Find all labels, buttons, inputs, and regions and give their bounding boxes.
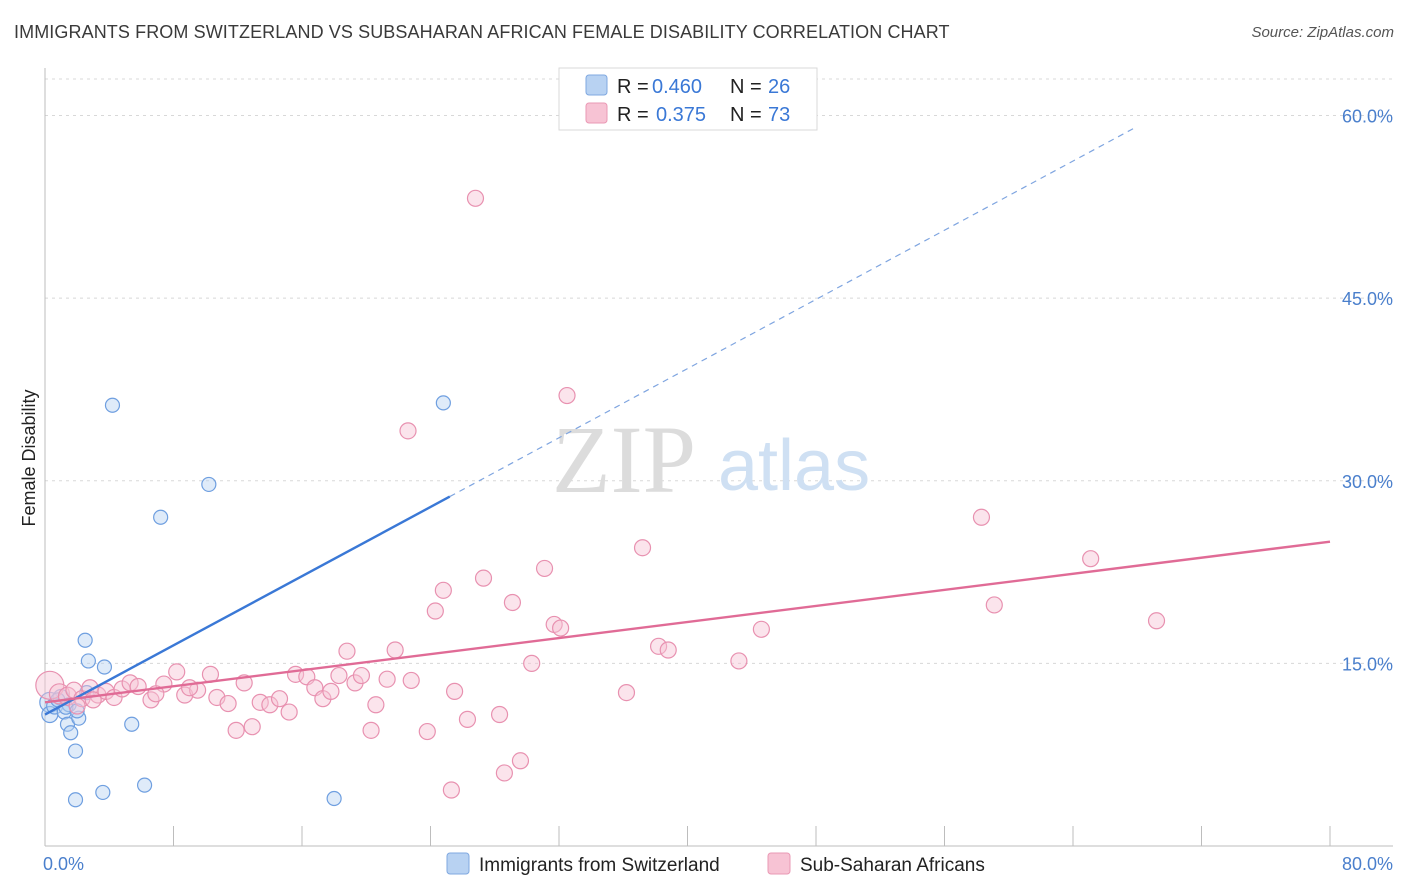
series-legend-label-switzerland: Immigrants from Switzerland	[479, 855, 720, 876]
legend-r-label-1: R =	[617, 76, 649, 98]
point-subsaharan-37	[367, 696, 385, 714]
point-subsaharan-72	[84, 691, 102, 709]
x-tick-label-1: 80.0%	[1342, 854, 1393, 874]
y-tick-label-1: 30.0%	[1342, 472, 1393, 492]
trend-line-switzerland-extension	[449, 125, 1138, 498]
series-legend-swatch-switzerland	[446, 852, 470, 875]
point-subsaharan-40	[402, 671, 420, 690]
point-subsaharan-58	[617, 683, 636, 702]
point-subsaharan-33	[338, 642, 356, 660]
legend-r-value-1: 0.460	[652, 76, 702, 98]
legend-n-label-2: N =	[730, 104, 762, 126]
series-legend: Immigrants from Switzerland Sub-Saharan …	[446, 852, 985, 876]
legend-n-value-2: 73	[768, 104, 790, 126]
point-subsaharan-51	[503, 593, 522, 612]
point-subsaharan-38	[378, 670, 396, 688]
legend-swatch-blue	[585, 74, 608, 96]
point-switzerland-15	[124, 716, 140, 732]
watermark-zip: ZIP	[552, 406, 696, 513]
point-subsaharan-25	[270, 690, 289, 708]
series-legend-label-subsaharan: Sub-Saharan Africans	[800, 855, 985, 876]
legend-r-label-2: R =	[617, 104, 649, 126]
point-switzerland-16	[153, 509, 169, 525]
point-subsaharan-71	[180, 679, 199, 697]
legend-r-value-2: 0.375	[656, 104, 706, 126]
point-subsaharan-60	[649, 637, 668, 655]
point-switzerland-14	[104, 397, 121, 413]
point-switzerland-20	[136, 777, 153, 793]
legend-n-label-1: N =	[730, 76, 762, 98]
point-switzerland-21	[326, 790, 342, 807]
point-subsaharan-35	[352, 666, 371, 685]
point-subsaharan-19	[219, 694, 237, 713]
point-subsaharan-56	[552, 619, 570, 637]
point-subsaharan-46	[458, 710, 477, 728]
point-switzerland-10	[77, 632, 93, 648]
point-subsaharan-50	[495, 764, 513, 782]
point-subsaharan-41	[418, 722, 436, 741]
point-subsaharan-65	[985, 596, 1003, 614]
point-subsaharan-24	[261, 696, 279, 714]
point-subsaharan-66	[1082, 550, 1100, 568]
y-tick-label-0: 15.0%	[1342, 654, 1393, 674]
trend-line-subsaharan	[44, 540, 1331, 704]
point-subsaharan-44	[442, 781, 460, 799]
correlation-legend: R = 0.460 N = 26 R = 0.375 N = 73	[558, 67, 818, 131]
point-subsaharan-62	[730, 652, 748, 670]
grid-lines	[45, 78, 1393, 664]
series-legend-swatch-subsaharan	[767, 852, 791, 875]
point-subsaharan-39	[386, 641, 404, 659]
point-subsaharan-49	[490, 705, 509, 724]
point-subsaharan-57	[558, 386, 576, 405]
point-subsaharan-43	[434, 581, 452, 599]
point-switzerland-19	[95, 784, 111, 801]
point-switzerland-18	[67, 792, 84, 808]
point-subsaharan-32	[330, 666, 348, 685]
chart-title: IMMIGRANTS FROM SWITZERLAND VS SUBSAHARA…	[14, 22, 950, 42]
point-switzerland-22	[435, 395, 451, 411]
point-subsaharan-48	[474, 569, 493, 587]
point-subsaharan-26	[280, 703, 298, 721]
tick-labels: 15.0% 30.0% 45.0% 60.0% 0.0% 80.0%	[43, 107, 1393, 874]
point-switzerland-8	[67, 743, 84, 759]
point-subsaharan-42	[426, 602, 444, 620]
point-switzerland-7	[63, 725, 79, 741]
axes	[44, 68, 1393, 847]
point-subsaharan-36	[362, 721, 380, 739]
watermark: ZIP atlas	[552, 406, 870, 513]
point-subsaharan-64	[972, 508, 991, 526]
point-subsaharan-67	[1147, 612, 1166, 630]
point-subsaharan-52	[511, 752, 530, 770]
trend-lines	[44, 125, 1331, 716]
legend-n-value-1: 26	[768, 76, 790, 98]
point-subsaharan-31	[322, 682, 340, 700]
watermark-atlas: atlas	[718, 426, 870, 506]
source-note: Source: ZipAtlas.com	[1251, 24, 1394, 41]
y-axis-label: Female Disability	[19, 389, 39, 526]
point-subsaharan-14	[168, 663, 186, 681]
point-subsaharan-20	[227, 721, 245, 739]
point-switzerland-13	[96, 659, 113, 675]
trend-line-switzerland	[44, 495, 451, 716]
y-tick-label-3: 60.0%	[1342, 107, 1393, 127]
y-tick-label-2: 45.0%	[1342, 289, 1393, 309]
point-subsaharan-45	[445, 682, 464, 700]
point-subsaharan-54	[535, 559, 554, 578]
point-subsaharan-53	[523, 654, 541, 672]
legend-swatch-pink	[585, 102, 608, 124]
point-subsaharan-22	[243, 718, 261, 736]
point-subsaharan-61	[659, 641, 677, 659]
point-subsaharan-68	[399, 422, 417, 440]
point-subsaharan-59	[633, 539, 652, 557]
point-switzerland-11	[80, 653, 96, 669]
x-tick-label-0: 0.0%	[43, 854, 84, 874]
point-switzerland-17	[201, 476, 217, 493]
point-subsaharan-63	[752, 620, 770, 638]
point-subsaharan-47	[466, 189, 485, 207]
